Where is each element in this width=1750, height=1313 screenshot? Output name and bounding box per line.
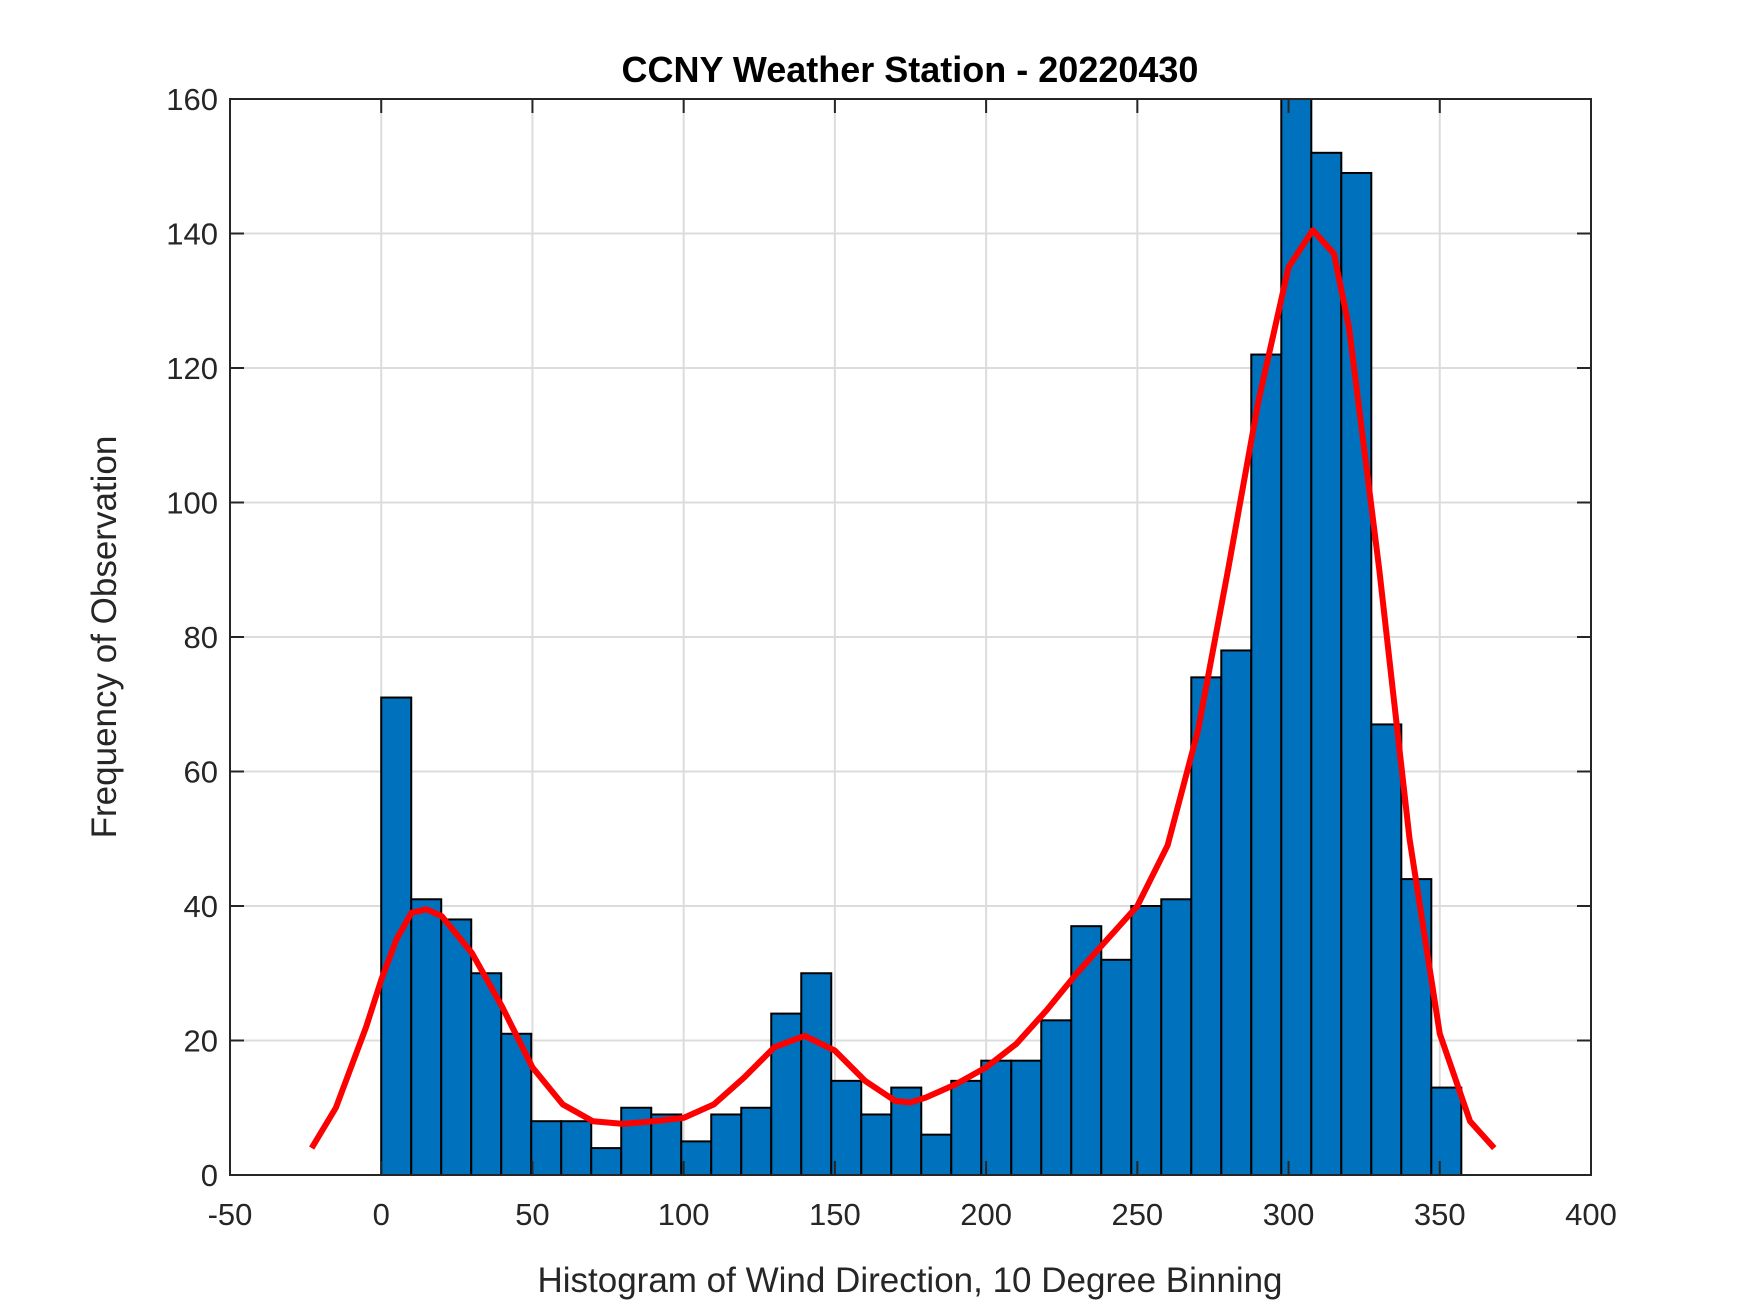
x-tick-label: 50	[515, 1197, 549, 1232]
chart-title: CCNY Weather Station - 20220430	[622, 49, 1199, 90]
y-tick-label: 120	[166, 351, 218, 386]
bar	[1250, 353, 1283, 1176]
bar	[680, 1140, 713, 1176]
y-tick-label: 80	[184, 620, 218, 655]
y-tick-label: 100	[166, 486, 218, 521]
x-tick-label: 200	[960, 1197, 1012, 1232]
bar	[1310, 151, 1343, 1177]
bar	[1190, 676, 1223, 1176]
x-tick-label: -50	[208, 1197, 253, 1232]
bar	[950, 1079, 983, 1176]
y-tick-label: 140	[166, 217, 218, 252]
bar	[830, 1079, 863, 1176]
bar	[1100, 958, 1133, 1176]
bar	[1400, 878, 1433, 1176]
bar	[800, 972, 833, 1176]
x-tick-label: 400	[1565, 1197, 1617, 1232]
y-tick-label: 20	[184, 1024, 218, 1059]
bar	[740, 1106, 773, 1176]
bar	[920, 1133, 953, 1177]
x-axis-label: Histogram of Wind Direction, 10 Degree B…	[537, 1261, 1282, 1300]
x-tick-label: 100	[658, 1197, 710, 1232]
x-tick-label: 250	[1111, 1197, 1163, 1232]
x-tick-label: 0	[373, 1197, 390, 1232]
bar	[410, 898, 443, 1177]
y-axis-label: Frequency of Observation	[85, 436, 124, 839]
y-tick-label: 160	[166, 82, 218, 117]
x-tick-label: 300	[1263, 1197, 1315, 1232]
x-tick-label: 350	[1414, 1197, 1466, 1232]
bar	[1040, 1019, 1073, 1177]
bar	[530, 1120, 563, 1176]
bar	[1010, 1059, 1043, 1177]
bar	[470, 972, 503, 1176]
bar	[710, 1113, 743, 1176]
bar	[860, 1113, 893, 1176]
bar	[590, 1147, 623, 1176]
bar	[560, 1120, 593, 1176]
y-tick-label: 40	[184, 889, 218, 924]
bar	[440, 918, 473, 1177]
bar	[620, 1106, 653, 1176]
x-tick-label: 150	[809, 1197, 861, 1232]
y-tick-label: 0	[201, 1158, 218, 1193]
bar	[1370, 723, 1403, 1176]
y-tick-label: 60	[184, 755, 218, 790]
bar	[980, 1059, 1013, 1177]
bar	[1130, 905, 1163, 1176]
bar	[650, 1113, 683, 1176]
bar	[1160, 898, 1193, 1177]
bar	[1430, 1086, 1463, 1176]
density-curve	[309, 227, 1497, 1151]
bar	[1220, 649, 1253, 1176]
